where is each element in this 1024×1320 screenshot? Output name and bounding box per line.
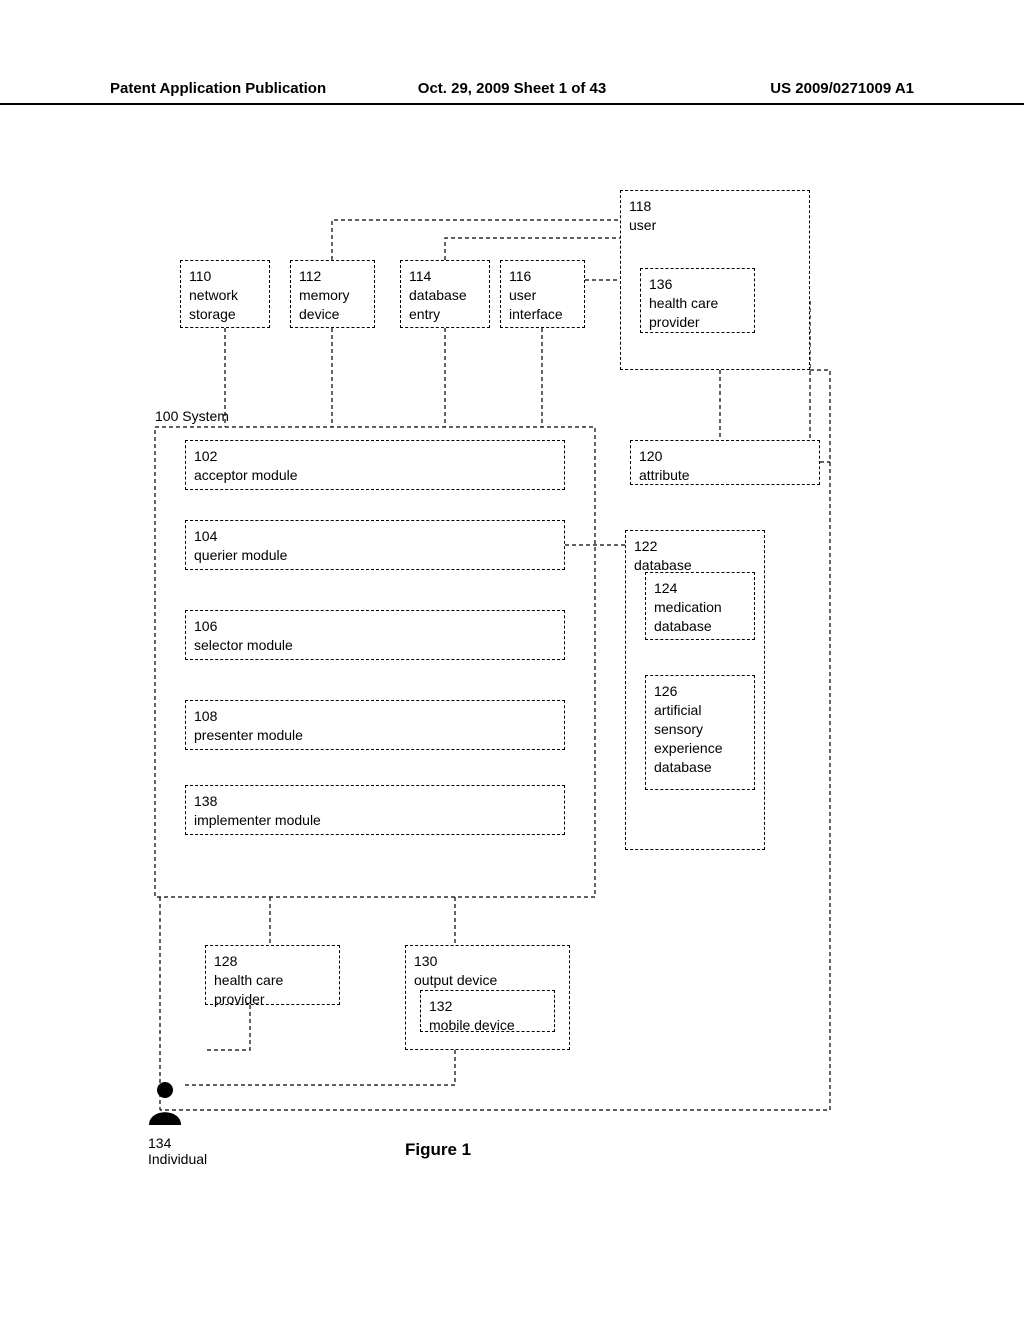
header-left: Patent Application Publication	[110, 80, 326, 97]
individual-icon	[145, 1080, 185, 1130]
box-attribute: 120 attribute	[630, 440, 820, 485]
box-implementer-module: 138 implementer module	[185, 785, 565, 835]
box-artificial-sensory-experience-database: 126 artificial sensory experience databa…	[645, 675, 755, 790]
diagram-canvas: 110 network storage 112 memory device 11…	[0, 180, 1024, 1200]
system-label: 100 System	[155, 408, 229, 424]
header-center: Oct. 29, 2009 Sheet 1 of 43	[418, 80, 606, 97]
box-mobile-device: 132 mobile device	[420, 990, 555, 1032]
individual-label: 134 Individual	[148, 1135, 207, 1167]
box-database-entry: 114 database entry	[400, 260, 490, 328]
box-selector-module: 106 selector module	[185, 610, 565, 660]
box-medication-database: 124 medication database	[645, 572, 755, 640]
box-memory-device: 112 memory device	[290, 260, 375, 328]
page-header: Patent Application Publication Oct. 29, …	[0, 80, 1024, 105]
box-health-care-provider: 128 health care provider	[205, 945, 340, 1005]
box-health-care-provider-user: 136 health care provider	[640, 268, 755, 333]
figure-title: Figure 1	[405, 1140, 471, 1160]
box-user-interface: 116 user interface	[500, 260, 585, 328]
box-network-storage: 110 network storage	[180, 260, 270, 328]
box-acceptor-module: 102 acceptor module	[185, 440, 565, 490]
box-presenter-module: 108 presenter module	[185, 700, 565, 750]
box-querier-module: 104 querier module	[185, 520, 565, 570]
header-right: US 2009/0271009 A1	[770, 80, 914, 97]
